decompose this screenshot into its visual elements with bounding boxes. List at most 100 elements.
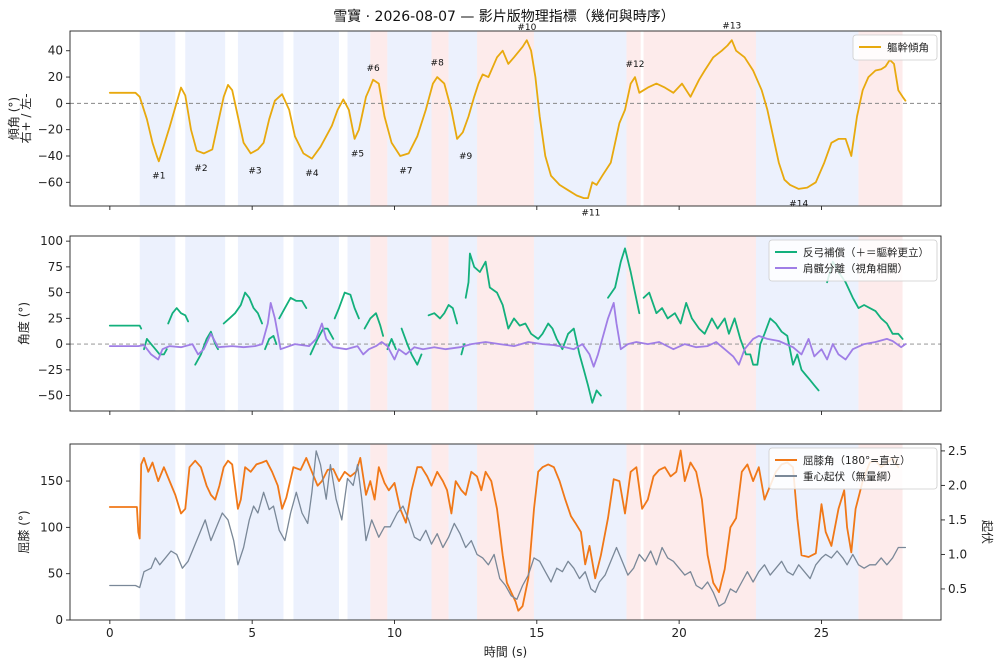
panel-knee: 0 50 100 150 0.5 1.0 1.5 2.0 2.5 0 5 10 15 20 25 屈膝 (°)… [17,443,994,659]
y-right-tick-label: 1.0 [948,547,967,561]
phase-span [293,31,339,206]
y-tick-label: −25 [38,363,63,377]
y-tick-label: 0 [55,613,63,627]
event-annotation: #11 [581,209,600,219]
y-axis-label: 右+ / 左- [18,93,33,143]
legend: 軀幹傾角 [852,34,938,61]
phase-span [533,31,627,206]
y-right-axis-label: 起伏 [980,520,994,544]
y-axis-label: 傾角 (°) [7,97,21,140]
phase-span [626,31,641,206]
x-tick-label: 25 [814,626,829,640]
event-annotation: #9 [459,152,473,162]
phase-span [370,31,388,206]
phase-span [626,444,641,620]
y-tick-label: 50 [48,567,63,581]
legend: 反弓補償（＋＝驅幹更立） 肩髖分離（視角相關） [768,239,938,282]
y-tick-label: 20 [48,70,63,84]
panel-angles: −50 −25 0 25 50 75 100 角度 (°) 反弓補償（＋＝驅幹更立） 肩髖分離（視… [16,234,942,415]
x-tick-label: 20 [671,626,686,640]
legend-entry: 肩髖分離（視角相關） [803,262,908,275]
phase-span [347,31,371,206]
x-axis-label: 時間 (s) [484,645,527,659]
phase-span [387,236,432,411]
legend-box [768,447,938,490]
x-tick-label: 5 [248,626,256,640]
y-right-tick-label: 2.5 [948,444,967,458]
y-tick-label: −60 [38,175,63,189]
phase-span [431,31,449,206]
phase-span [347,236,371,411]
series-line-com [109,450,907,607]
phase-span [185,236,226,411]
series-line-compensation [108,247,904,404]
event-annotation: #2 [194,164,207,174]
y-right-tick-label: 0.5 [948,582,967,596]
phase-span [477,31,534,206]
phase-span [387,31,432,206]
legend: 屈膝角（180°=直立） 重心起伏（無量綱） [768,447,938,490]
phase-span [431,444,449,620]
legend-entry: 軀幹傾角 [887,41,929,54]
event-annotation: #3 [248,166,261,176]
phase-span [643,444,756,620]
axes-frame [69,443,942,621]
y-axis-label: 角度 (°) [16,302,31,345]
phase-span [370,444,388,620]
panel-tilt: #1 #2 #3 #4 #5 #6 #7 #8 #9 #10 #11 #12 #13 #14 −60 −40 −… [7,22,942,219]
event-annotation: #12 [626,60,645,70]
phase-span [448,236,478,411]
y-tick-label: 100 [40,234,63,248]
event-annotation: #6 [367,64,381,74]
phase-span [139,236,176,411]
y-tick-label: −50 [38,389,63,403]
x-tick-label: 0 [106,626,114,640]
y-right-tick-label: 1.5 [948,513,967,527]
x-tick-label: 10 [387,626,402,640]
axes-frame [69,235,942,412]
phase-span [643,31,756,206]
y-tick-label: 150 [40,474,63,488]
legend-entry: 屈膝角（180°=直立） [803,454,911,467]
phase-span [139,31,176,206]
phase-span [626,236,641,411]
y-tick-label: 50 [48,286,63,300]
phase-span [293,236,339,411]
phase-span [237,444,284,620]
legend-box [768,239,938,282]
y-tick-label: 25 [48,311,63,325]
y-right-tick-label: 2.0 [948,478,967,492]
phase-span [643,236,756,411]
event-annotation: #7 [399,166,412,176]
y-tick-label: −40 [38,149,63,163]
panels: #1 #2 #3 #4 #5 #6 #7 #8 #9 #10 #11 #12 #13 #14 −60 −40 −… [7,22,994,659]
chart-title: 雪寶 · 2026-08-07 — 影片版物理指標（幾何與時序） [333,9,675,25]
phase-span [237,31,284,206]
event-annotation: #5 [351,149,364,159]
phase-span [185,444,226,620]
y-tick-label: 75 [48,260,63,274]
y-tick-label: 0 [55,337,63,351]
y-axis-label: 屈膝 (°) [17,510,31,553]
y-tick-label: −20 [38,123,63,137]
x-tick-label: 15 [529,626,544,640]
legend-entry: 重心起伏（無量綱） [803,470,898,483]
series-line-shoulder [108,302,907,368]
phase-span [533,236,627,411]
phase-span [139,444,176,620]
y-tick-label: 100 [40,520,63,534]
y-tick-label: 40 [48,44,63,58]
event-annotation: #13 [722,22,741,32]
event-annotation: #8 [431,59,445,69]
axes-frame [69,30,942,207]
y-tick-label: 0 [55,96,63,110]
phase-span [431,236,449,411]
event-annotation: #10 [517,23,536,33]
legend-box [852,34,938,61]
series-line-knee [108,449,900,612]
legend-entry: 反弓補償（＋＝驅幹更立） [803,246,929,259]
phase-span [448,444,478,620]
event-annotation: #14 [789,199,808,209]
event-annotation: #1 [152,172,165,182]
